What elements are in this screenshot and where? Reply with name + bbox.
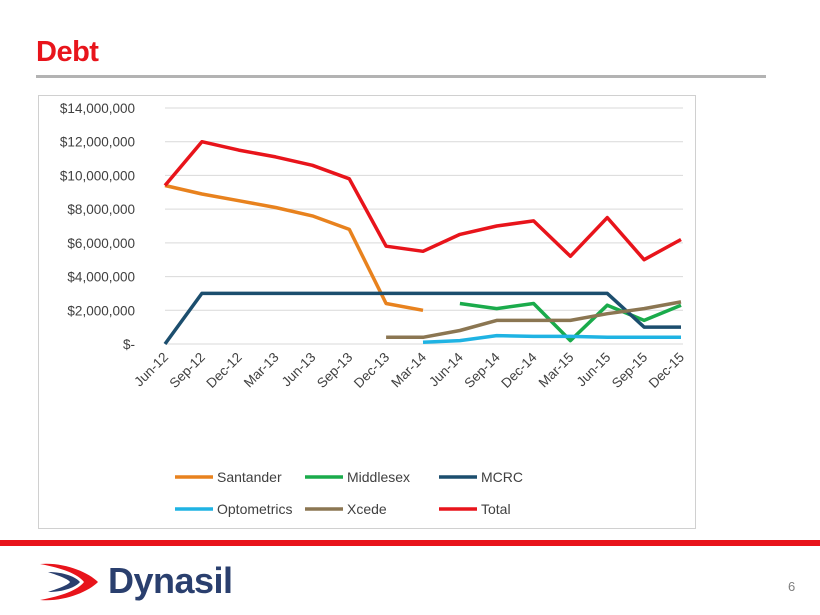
legend-label-mcrc: MCRC xyxy=(481,469,523,485)
x-tick-label: Dec-15 xyxy=(646,350,687,391)
series-line-santander xyxy=(164,183,424,313)
debt-line-chart: $- $2,000,000 $4,000,000 $6,000,000 $8,000,0… xyxy=(60,101,687,517)
y-tick-label: $8,000,000 xyxy=(67,202,135,217)
y-tick-label: $6,000,000 xyxy=(67,236,135,251)
title-divider xyxy=(36,75,766,78)
x-tick-label: Mar-14 xyxy=(388,349,429,390)
series-line-total xyxy=(163,139,682,262)
series-line-middlesex xyxy=(459,301,682,343)
x-tick-label: Dec-14 xyxy=(498,349,540,391)
x-tick-label: Sep-13 xyxy=(314,350,355,391)
y-tick-label: $10,000,000 xyxy=(60,168,135,183)
x-tick-label: Jun-14 xyxy=(426,349,466,389)
chart-frame: $- $2,000,000 $4,000,000 $6,000,000 $8,000,0… xyxy=(38,95,696,529)
slide-title: Debt xyxy=(36,36,99,68)
series-line-mcrc xyxy=(163,291,681,346)
x-tick-label: Sep-12 xyxy=(167,350,208,391)
legend-label-total: Total xyxy=(481,501,511,517)
series-line-optometrics xyxy=(422,333,681,345)
dynasil-swoosh-icon xyxy=(40,563,98,601)
y-tick-label: $4,000,000 xyxy=(67,270,135,285)
x-tick-label: Dec-12 xyxy=(203,350,244,391)
y-tick-label: $14,000,000 xyxy=(60,101,135,116)
legend-label-middlesex: Middlesex xyxy=(347,469,410,485)
series-line-xcede xyxy=(386,300,682,340)
x-tick-label: Jun-15 xyxy=(574,350,614,390)
x-tick-label: Jun-12 xyxy=(131,350,171,390)
footer-accent-bar xyxy=(0,540,820,546)
brand-logo-text: Dynasil xyxy=(108,560,233,601)
legend-label-optometrics: Optometrics xyxy=(217,501,292,517)
legend-label-xcede: Xcede xyxy=(347,501,387,517)
x-tick-label: Mar-13 xyxy=(241,350,282,391)
page-number: 6 xyxy=(788,579,796,594)
y-tick-label: $2,000,000 xyxy=(67,303,135,318)
x-tick-label: Mar-15 xyxy=(536,350,577,391)
y-tick-label: $- xyxy=(123,337,135,352)
x-tick-label: Dec-13 xyxy=(351,350,392,391)
y-tick-label: $12,000,000 xyxy=(60,135,135,150)
x-tick-label: Jun-13 xyxy=(279,350,319,390)
x-tick-label: Sep-14 xyxy=(461,349,503,391)
legend-label-santander: Santander xyxy=(217,469,282,485)
x-tick-label: Sep-15 xyxy=(609,350,650,391)
